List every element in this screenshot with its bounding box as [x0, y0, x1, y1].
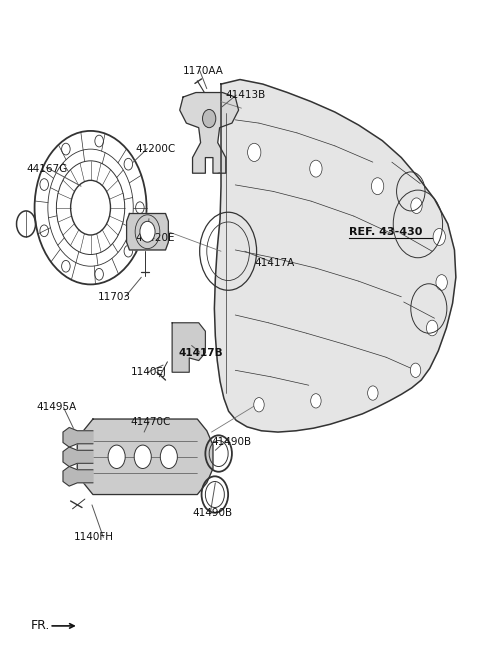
- Circle shape: [436, 275, 447, 290]
- Text: 11703: 11703: [97, 292, 131, 302]
- Polygon shape: [180, 92, 239, 173]
- Circle shape: [61, 260, 70, 272]
- Polygon shape: [63, 447, 93, 466]
- Circle shape: [124, 158, 132, 170]
- Polygon shape: [63, 428, 93, 447]
- Text: 41490B: 41490B: [192, 508, 233, 518]
- Circle shape: [311, 394, 321, 408]
- Polygon shape: [63, 466, 93, 486]
- Text: 41490B: 41490B: [212, 437, 252, 447]
- Circle shape: [95, 135, 103, 147]
- Circle shape: [124, 245, 132, 257]
- Circle shape: [310, 160, 322, 177]
- Polygon shape: [77, 419, 213, 495]
- Circle shape: [140, 221, 155, 242]
- Circle shape: [426, 320, 438, 336]
- Circle shape: [61, 143, 70, 155]
- Circle shape: [134, 445, 151, 468]
- Circle shape: [368, 386, 378, 400]
- Text: 41420E: 41420E: [136, 234, 175, 243]
- Text: FR.: FR.: [31, 619, 50, 632]
- Text: 41495A: 41495A: [36, 402, 76, 413]
- Circle shape: [203, 110, 216, 128]
- Text: 44167G: 44167G: [26, 163, 68, 174]
- Circle shape: [254, 398, 264, 412]
- Text: 1140FH: 1140FH: [74, 533, 114, 543]
- Circle shape: [410, 363, 421, 377]
- Polygon shape: [172, 323, 205, 372]
- Text: 1170AA: 1170AA: [183, 66, 224, 76]
- Circle shape: [372, 178, 384, 195]
- Circle shape: [248, 143, 261, 161]
- Circle shape: [95, 268, 103, 280]
- Text: 41417A: 41417A: [254, 258, 295, 268]
- Text: 41417B: 41417B: [179, 348, 223, 358]
- Text: REF. 43-430: REF. 43-430: [349, 227, 422, 237]
- Circle shape: [411, 198, 422, 213]
- Text: 41200C: 41200C: [136, 144, 176, 154]
- Circle shape: [160, 445, 178, 468]
- Text: 41470C: 41470C: [131, 417, 171, 427]
- Polygon shape: [215, 79, 456, 432]
- Circle shape: [40, 178, 48, 190]
- Polygon shape: [127, 213, 168, 250]
- Circle shape: [136, 202, 144, 213]
- Text: 1140EJ: 1140EJ: [131, 367, 167, 377]
- Circle shape: [108, 445, 125, 468]
- Circle shape: [433, 228, 445, 245]
- Circle shape: [40, 225, 48, 237]
- Text: 41413B: 41413B: [226, 90, 266, 100]
